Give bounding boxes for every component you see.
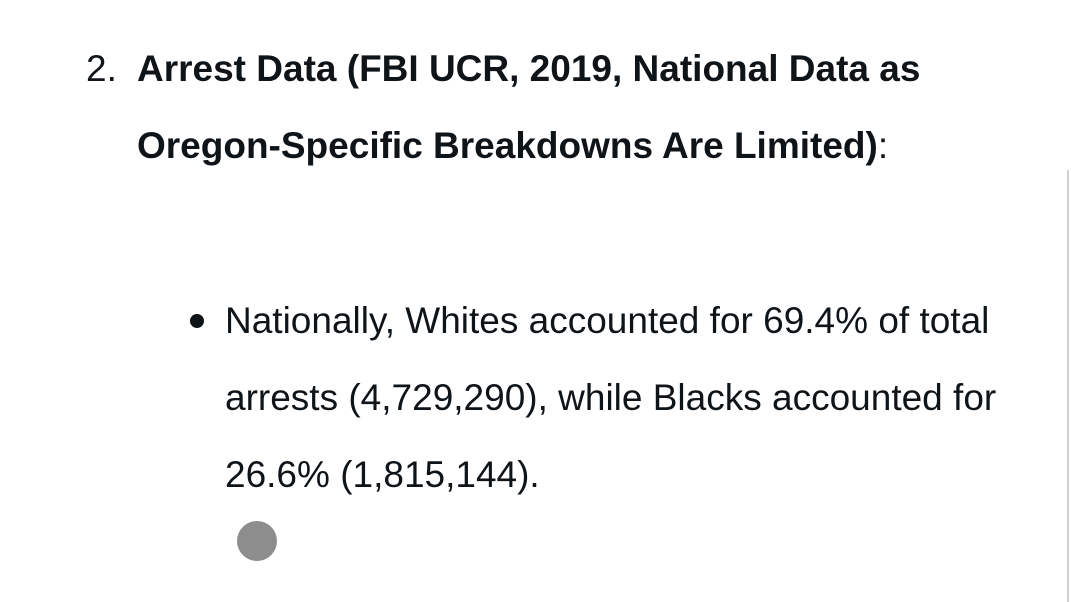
heading-title: Arrest Data (FBI UCR, 2019, National Dat… — [137, 48, 921, 166]
list-heading: Arrest Data (FBI UCR, 2019, National Dat… — [137, 30, 1037, 184]
bullet-text: Nationally, Whites accounted for 69.4% o… — [225, 300, 997, 495]
bullet-dot — [190, 314, 204, 328]
source-icon[interactable] — [237, 521, 277, 561]
scrollbar — [1067, 170, 1069, 602]
list-number: 2. — [86, 48, 117, 89]
heading-suffix: : — [877, 125, 889, 166]
